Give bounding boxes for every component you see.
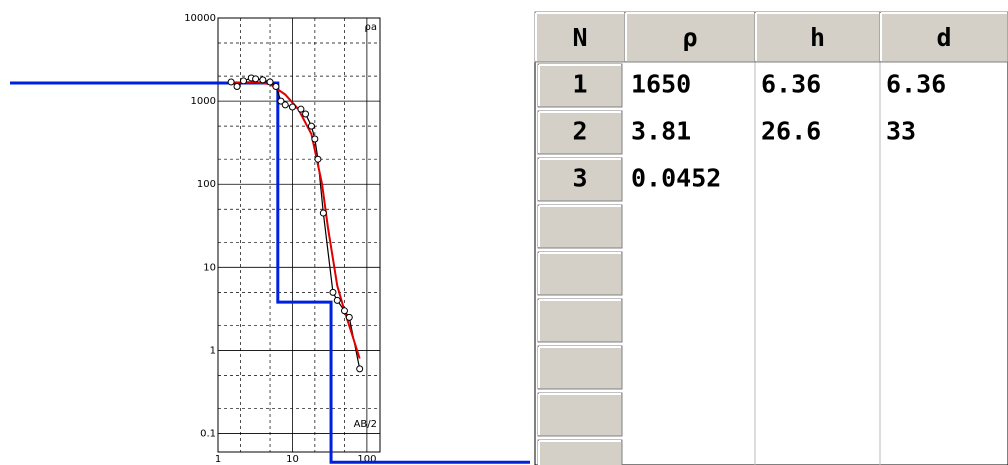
header-cell[interactable] [879, 11, 1008, 63]
row-button[interactable] [537, 110, 623, 155]
header-label: d [936, 23, 951, 52]
data-point [329, 288, 337, 296]
cell-value: 6.36 [761, 70, 821, 99]
x-tick-label: 1 [215, 454, 221, 465]
data-point [272, 82, 280, 90]
header-label: h [810, 23, 825, 52]
cell-value: 1650 [631, 70, 691, 99]
data-point [302, 110, 310, 118]
cell-value: 26.6 [761, 117, 821, 146]
cell-value: 6.36 [886, 70, 946, 99]
row-button[interactable] [537, 345, 623, 390]
data-point [227, 78, 235, 86]
data-point [239, 77, 247, 85]
x-tick-label: 10 [286, 454, 299, 465]
data-point [259, 76, 267, 84]
header-cell[interactable] [754, 11, 881, 63]
plot-frame [217, 17, 381, 453]
row-button[interactable] [537, 439, 623, 465]
data-point [340, 307, 348, 315]
row-button[interactable] [537, 298, 623, 343]
row-button[interactable] [537, 63, 623, 108]
data-point [233, 82, 241, 90]
header-cell[interactable] [534, 11, 626, 63]
row-number: 3 [572, 164, 587, 193]
row-number: 1 [572, 70, 587, 99]
data-point [297, 105, 305, 113]
row-button[interactable] [537, 157, 623, 202]
data-point [288, 103, 296, 111]
data-point [314, 155, 322, 163]
data-point [277, 97, 285, 105]
data-point [281, 101, 289, 109]
y-tick-label: 1 [210, 345, 216, 356]
x-tick-label: 100 [357, 454, 376, 465]
cell-value: 0.0452 [631, 164, 721, 193]
data-point [333, 296, 341, 304]
y-tick-label: 0.1 [200, 429, 216, 440]
header-cell[interactable] [624, 11, 756, 63]
data-point [266, 78, 274, 86]
cell-value: 3.81 [631, 117, 691, 146]
row-button[interactable] [537, 204, 623, 249]
x-axis-label: AB/2 [354, 419, 377, 430]
data-point [356, 365, 364, 373]
data-point [307, 122, 315, 130]
data-point [311, 135, 319, 143]
header-label: N [572, 23, 587, 52]
data-point [252, 75, 260, 83]
y-tick-label: 10 [203, 262, 216, 273]
y-tick-label: 100 [197, 179, 216, 190]
y-axis-label: ρa [365, 22, 377, 33]
data-point [345, 313, 353, 321]
row-button[interactable] [537, 392, 623, 437]
header-label: ρ [682, 23, 697, 52]
model-curve [231, 80, 361, 359]
row-button[interactable] [537, 251, 623, 296]
data-point [319, 209, 327, 217]
y-tick-label: 10000 [184, 13, 216, 24]
row-number: 2 [572, 117, 587, 146]
y-tick-label: 1000 [191, 96, 216, 107]
cell-value: 33 [886, 117, 916, 146]
